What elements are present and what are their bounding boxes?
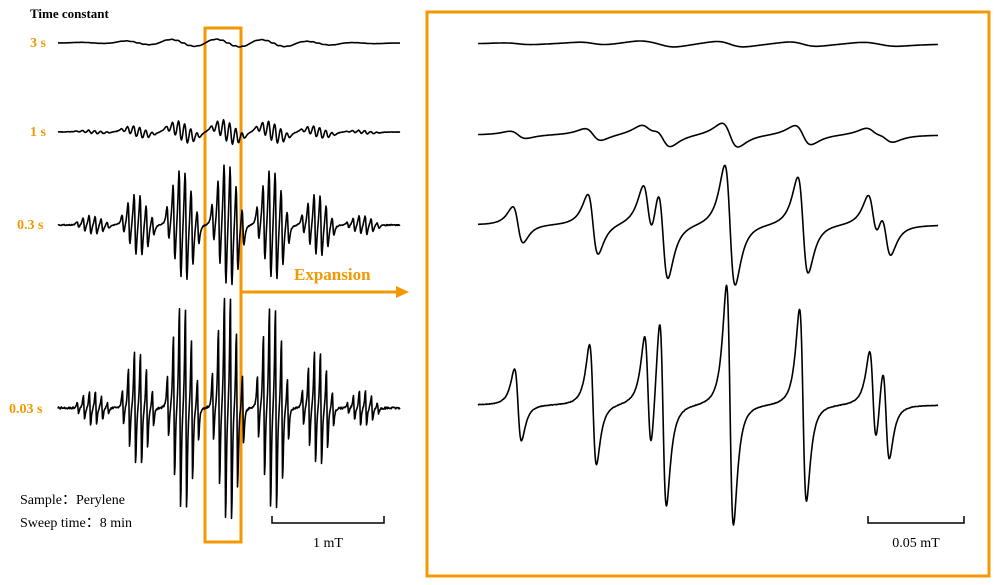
sample-text: Sample：Perylene <box>20 493 125 508</box>
spectrum-trace <box>57 164 401 286</box>
spectrum-trace <box>477 284 939 526</box>
expansion-box <box>425 10 991 578</box>
trace-label: 1 s <box>30 125 47 140</box>
trace-label: 3 s <box>30 36 47 51</box>
scale-bar <box>271 516 385 524</box>
spectrum-trace <box>57 119 401 145</box>
spectrum-trace <box>57 38 401 48</box>
trace-label: 0.3 s <box>17 218 44 233</box>
spectrum-trace <box>57 297 401 520</box>
selection-box <box>203 26 243 544</box>
spectrum-trace <box>477 122 939 148</box>
trace-label: 0.03 s <box>9 402 43 417</box>
scale-label: 1 mT <box>313 536 343 551</box>
title: Time constant <box>30 6 110 21</box>
spectrum-trace <box>477 164 939 286</box>
spectrum-trace <box>477 40 939 48</box>
scale-label: 0.05 mT <box>892 536 940 551</box>
arrow-head <box>396 286 409 298</box>
sweep-text: Sweep time：8 min <box>20 516 132 531</box>
expansion-label: Expansion <box>294 265 371 284</box>
scale-bar <box>867 516 965 524</box>
